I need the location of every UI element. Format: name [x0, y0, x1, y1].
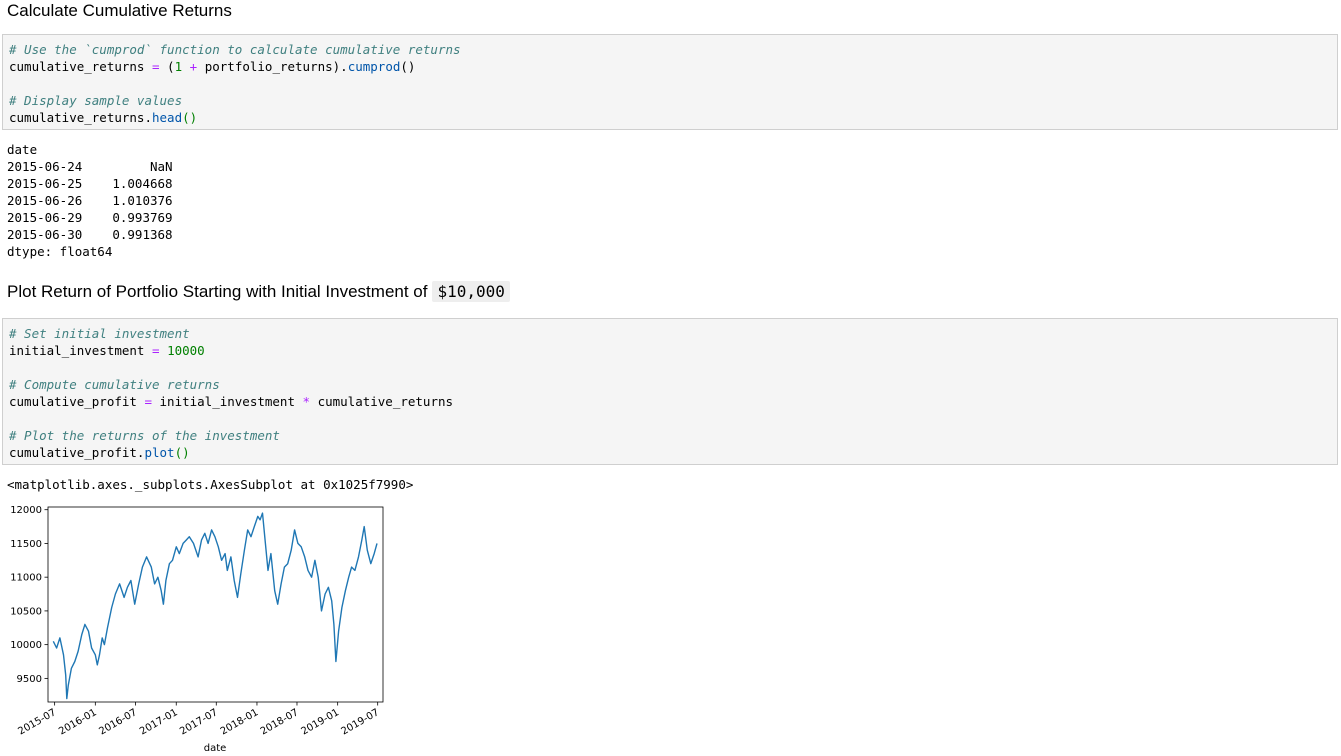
code-token: cumulative_profit.	[9, 445, 145, 460]
code-operator: =	[152, 343, 160, 358]
cumulative-profit-line	[52, 512, 378, 700]
code-operator: +	[189, 59, 198, 74]
code-operator: *	[302, 394, 311, 409]
x-tick-label: 2019-01	[299, 707, 341, 737]
code-token: cumulative_returns	[310, 394, 454, 409]
code-comment: # Set initial investment	[9, 326, 190, 341]
code-token: cumulative_returns.	[9, 110, 152, 125]
x-tick-label: 2015-07	[16, 707, 58, 737]
y-tick-label: 11000	[10, 573, 42, 584]
section-heading-plot-returns: Plot Return of Portfolio Starting with I…	[7, 281, 510, 302]
x-tick-label: 2016-01	[57, 707, 99, 737]
code-operator: =	[144, 394, 152, 409]
code-cumprod[interactable]: # Use the `cumprod` function to calculat…	[9, 41, 1331, 126]
plot-area-frame	[47, 506, 384, 703]
y-tick-label: 9500	[17, 674, 42, 685]
code-comment: # Plot the returns of the investment	[9, 428, 280, 443]
code-token: cumulative_profit	[9, 394, 145, 409]
output-axes-repr: <matplotlib.axes._subplots.AxesSubplot a…	[7, 477, 414, 492]
x-tick-label: 2016-07	[97, 707, 139, 737]
code-token: ()	[182, 110, 198, 125]
heading-inline-code: $10,000	[432, 281, 510, 302]
section-heading-cumulative-returns: Calculate Cumulative Returns	[7, 1, 232, 20]
code-token: ()	[400, 59, 416, 74]
x-tick-label: 2019-07	[339, 707, 381, 737]
y-tick-label: 10000	[10, 640, 42, 651]
x-tick-label: 2018-01	[219, 707, 261, 737]
code-token: ()	[174, 445, 190, 460]
code-plot[interactable]: # Set initial investment initial_investm…	[9, 325, 1331, 461]
x-tick-label: 2018-07	[259, 707, 301, 737]
code-token: initial_investment	[152, 394, 303, 409]
code-operator: =	[152, 59, 160, 74]
code-comment: # Use the `cumprod` function to calculat…	[9, 42, 461, 57]
output-cumulative-returns-head: date 2015-06-24 NaN 2015-06-25 1.004668 …	[7, 142, 173, 259]
code-token: (	[159, 59, 175, 74]
y-tick-label: 12000	[10, 505, 42, 516]
x-tick-label: 2017-01	[138, 707, 180, 737]
code-method: cumprod	[347, 59, 401, 74]
heading-text: Plot Return of Portfolio Starting with I…	[7, 281, 428, 301]
y-tick-label: 10500	[10, 606, 42, 617]
code-cell-plot[interactable]: # Set initial investment initial_investm…	[2, 318, 1338, 465]
code-cell-cumprod[interactable]: # Use the `cumprod` function to calculat…	[2, 34, 1338, 130]
x-axis-label: date	[204, 743, 227, 754]
code-number: 10000	[167, 343, 205, 358]
code-token	[182, 59, 190, 74]
cumulative-profit-line-chart: 950010000105001100011500120002015-072016…	[10, 505, 384, 754]
x-tick-label: 2017-07	[178, 707, 220, 737]
chart-ticks	[44, 509, 379, 706]
code-method: plot	[144, 445, 175, 460]
code-method: head	[152, 110, 183, 125]
code-token: initial_investment	[9, 343, 152, 358]
y-tick-label: 11500	[10, 539, 42, 550]
code-token	[160, 343, 168, 358]
chart-tick-labels: 950010000105001100011500120002015-072016…	[10, 505, 381, 737]
code-token: portfolio_returns).	[197, 59, 348, 74]
code-comment: # Display sample values	[9, 93, 183, 108]
code-token: cumulative_returns	[9, 59, 152, 74]
code-comment: # Compute cumulative returns	[9, 377, 220, 392]
code-number: 1	[174, 59, 183, 74]
